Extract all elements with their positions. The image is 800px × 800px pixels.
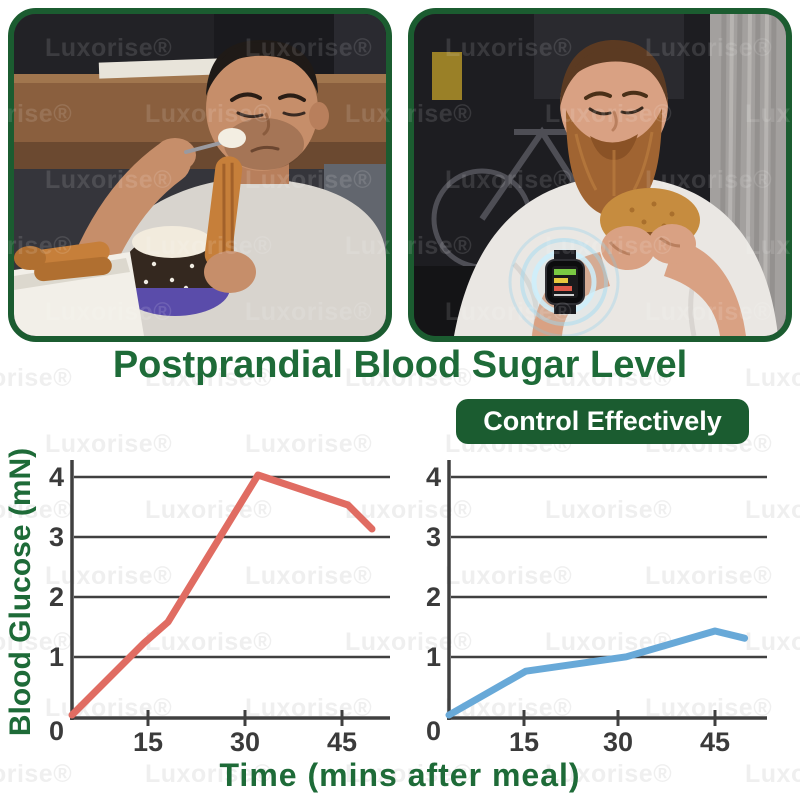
tick-labels-left: 4 3 2 1 0 15 30 45 <box>49 462 357 757</box>
page-title: Postprandial Blood Sugar Level <box>112 344 688 386</box>
svg-text:3: 3 <box>49 522 64 552</box>
svg-text:0: 0 <box>426 716 441 746</box>
svg-text:30: 30 <box>230 727 260 757</box>
svg-text:0: 0 <box>49 716 64 746</box>
svg-text:4: 4 <box>426 462 441 492</box>
smartwatch <box>545 250 585 314</box>
svg-text:30: 30 <box>603 727 633 757</box>
svg-text:4: 4 <box>49 462 64 492</box>
x-axis-label: Time (mins after meal) <box>219 757 581 793</box>
blue-data-line <box>445 627 749 719</box>
svg-text:3: 3 <box>426 522 441 552</box>
svg-text:15: 15 <box>133 727 163 757</box>
purple-bowl <box>120 288 230 316</box>
tick-labels-right: 4 3 2 1 0 15 30 45 <box>426 462 730 757</box>
photo-left-food <box>14 128 256 336</box>
photo-overeating-desserts <box>8 8 392 342</box>
svg-text:45: 45 <box>700 727 730 757</box>
axes-left <box>70 460 390 726</box>
chart-right-controlled: 4 3 2 1 0 15 30 45 <box>426 460 767 757</box>
svg-text:45: 45 <box>327 727 357 757</box>
red-data-line <box>68 471 376 719</box>
photo-eating-burger-illustration <box>414 14 786 336</box>
control-effectively-badge: Control Effectively <box>456 399 749 444</box>
photo-right-food-and-watch <box>508 188 746 336</box>
svg-text:1: 1 <box>426 642 441 672</box>
svg-text:2: 2 <box>426 582 441 612</box>
svg-text:15: 15 <box>509 727 539 757</box>
axes-right <box>447 460 767 726</box>
svg-text:2: 2 <box>49 582 64 612</box>
photo-eating-burger-smartwatch <box>408 8 792 342</box>
chart-left-no-control: 4 3 2 1 0 15 30 45 <box>49 460 390 757</box>
svg-text:1: 1 <box>49 642 64 672</box>
cream-spoonful <box>218 128 246 148</box>
yellow-object <box>432 52 462 100</box>
photo-overeating-desserts-illustration <box>14 14 386 336</box>
